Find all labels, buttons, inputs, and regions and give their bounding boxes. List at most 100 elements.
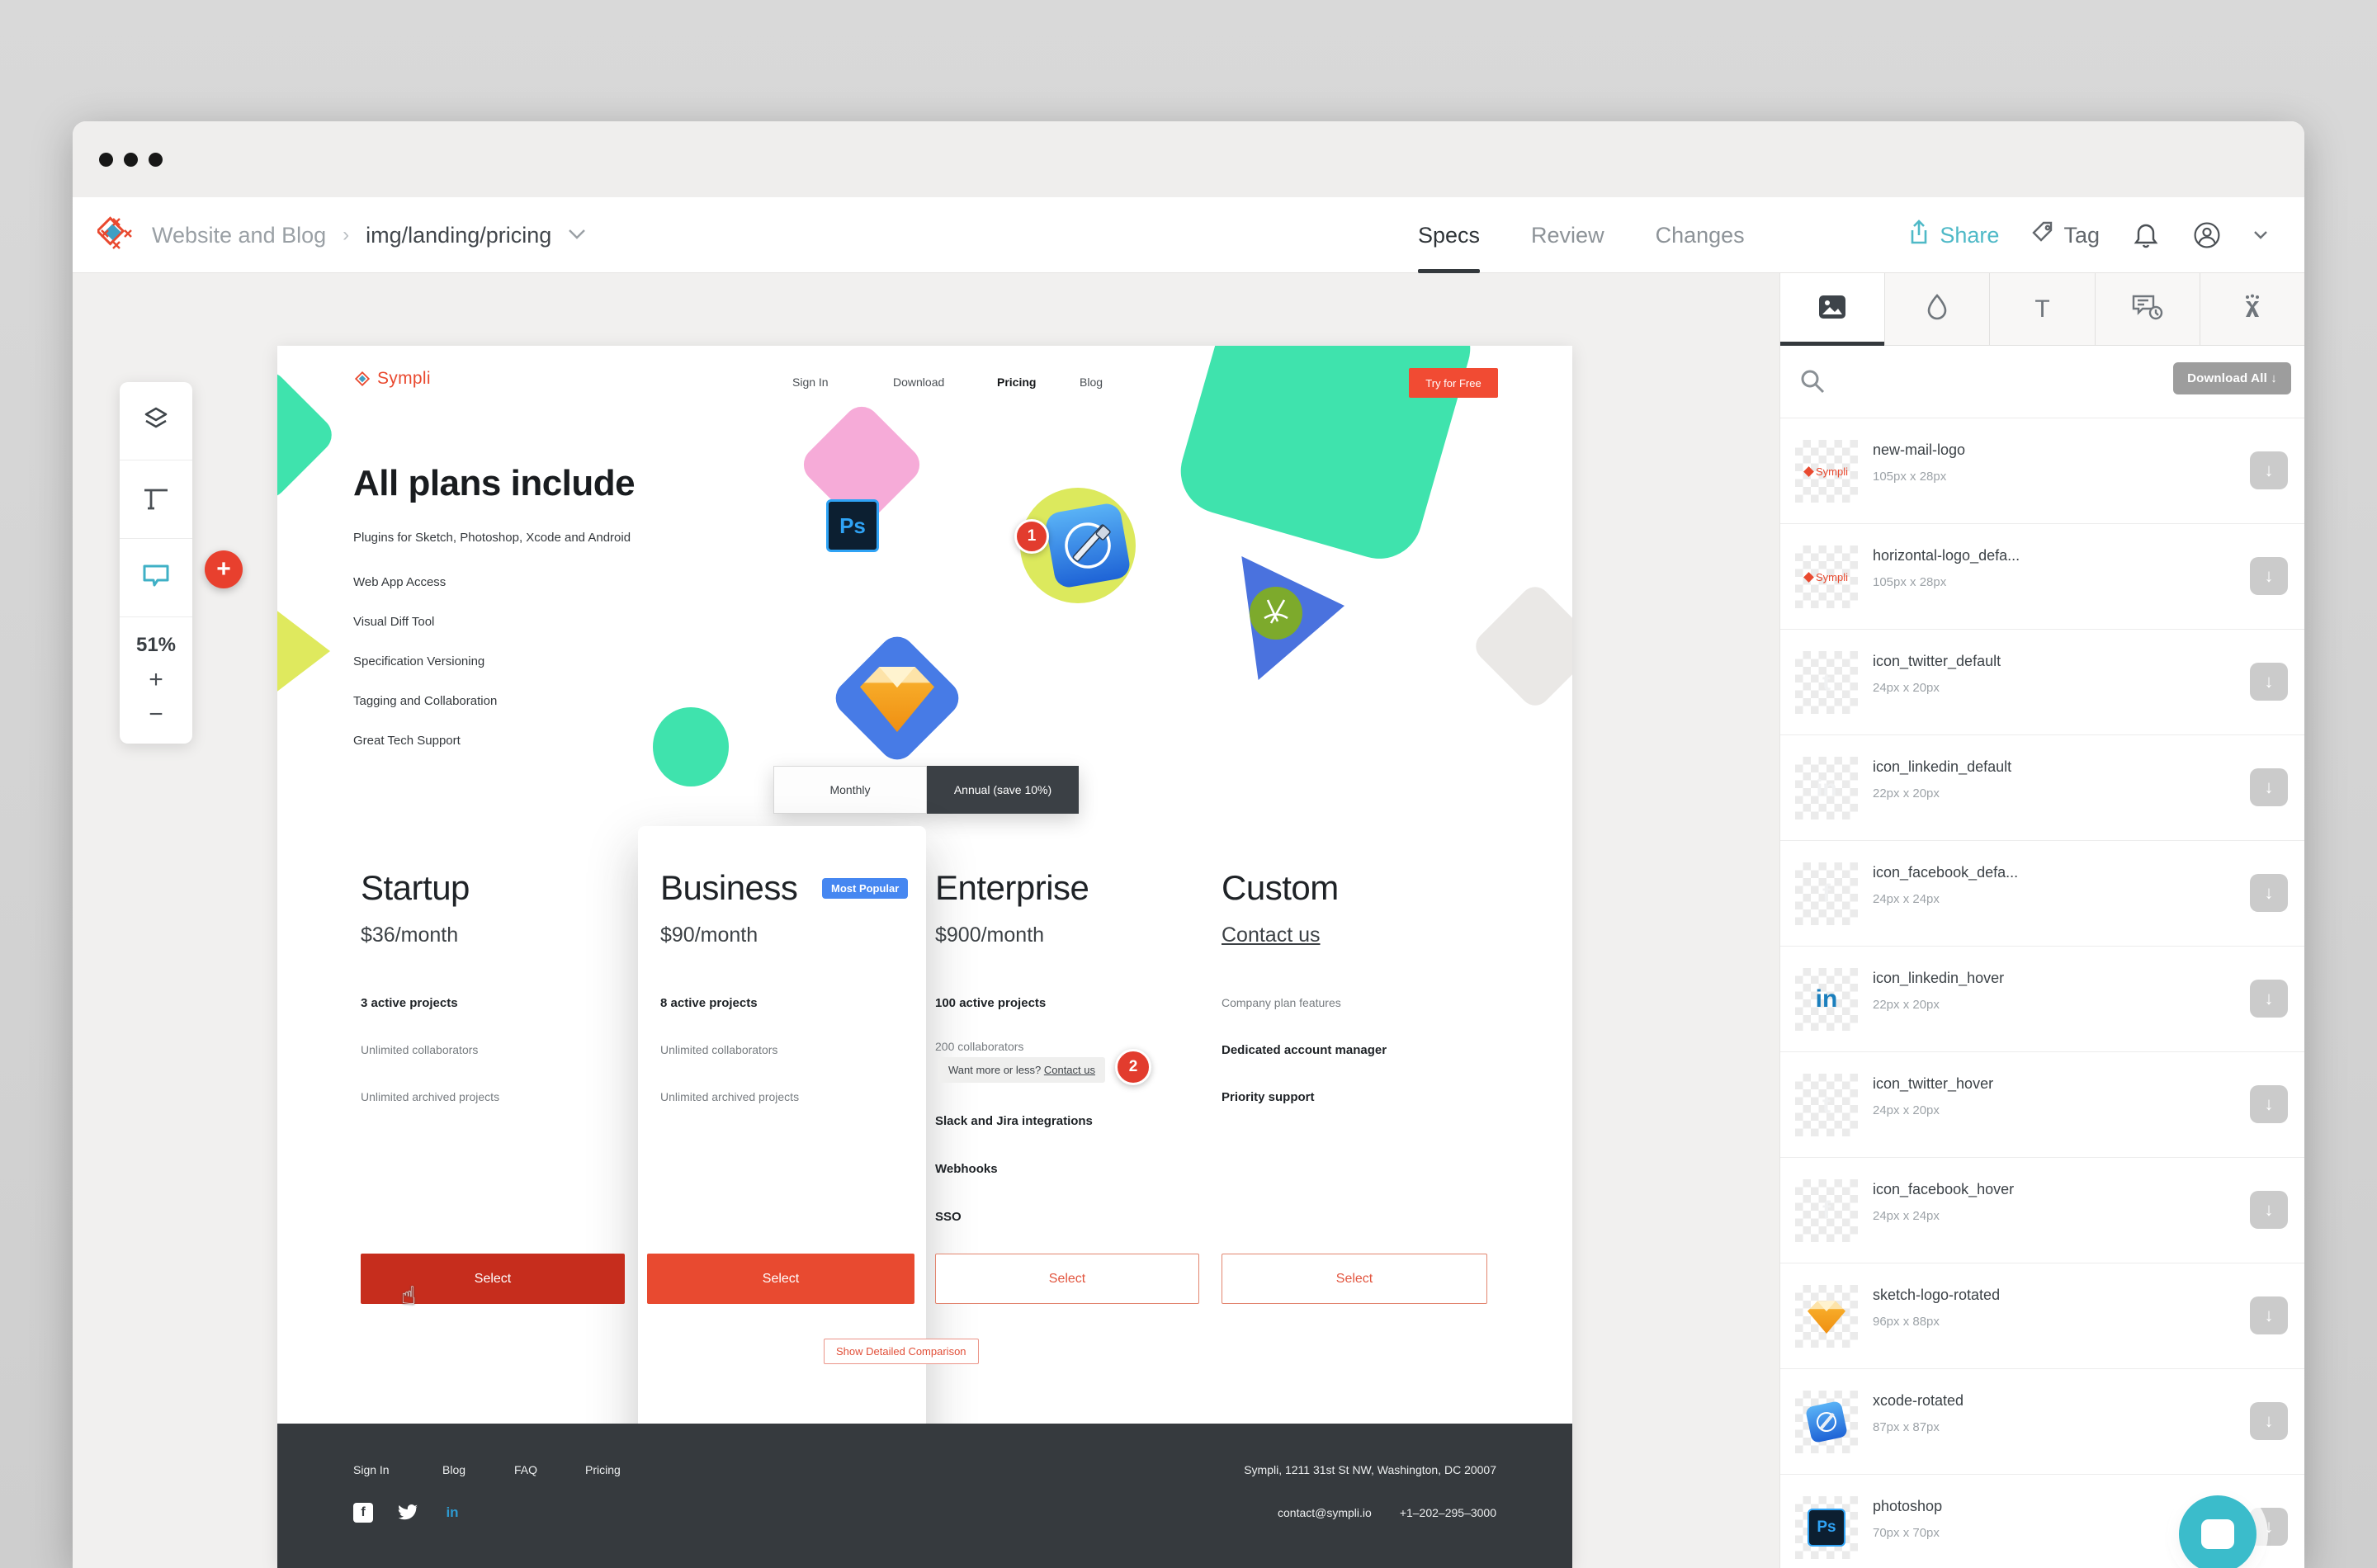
asset-row[interactable]: in icon_linkedin_default 22px x 20px ↓ xyxy=(1780,735,2304,841)
footer-email[interactable]: contact@sympli.io xyxy=(1278,1506,1372,1519)
select-button-business[interactable]: Select xyxy=(647,1254,914,1304)
asset-download-button[interactable]: ↓ xyxy=(2250,768,2288,806)
zoom-level: 51% xyxy=(135,634,177,657)
asset-download-button[interactable]: ↓ xyxy=(2250,1085,2288,1123)
asset-download-button[interactable]: ↓ xyxy=(2250,1191,2288,1229)
download-all-button[interactable]: Download All ↓ xyxy=(2173,362,2291,394)
layers-tool-button[interactable] xyxy=(120,382,192,460)
view-tabs: Specs Review Changes xyxy=(1418,197,1745,273)
tab-jira[interactable] xyxy=(2200,273,2304,345)
hero-feature: Visual Diff Tool xyxy=(353,615,435,629)
photoshop-logo: Ps xyxy=(826,499,879,552)
add-comment-pin[interactable]: + xyxy=(205,550,243,588)
asset-download-button[interactable]: ↓ xyxy=(2250,663,2288,701)
asset-download-button[interactable]: ↓ xyxy=(2250,1508,2288,1546)
select-button-startup[interactable]: Select xyxy=(361,1254,625,1304)
tab-changes[interactable]: Changes xyxy=(1655,222,1745,248)
design-nav-download[interactable]: Download xyxy=(893,375,945,389)
asset-row[interactable]: sketch-logo-rotated 96px x 88px ↓ xyxy=(1780,1263,2304,1369)
window-dot[interactable] xyxy=(99,153,113,167)
asset-thumbnail xyxy=(1795,1391,1858,1453)
design-nav-pricing[interactable]: Pricing xyxy=(997,375,1037,389)
decor-mint-corner xyxy=(277,365,339,505)
contact-us-link[interactable]: Contact us xyxy=(1043,1064,1095,1076)
linkedin-blue-icon: in xyxy=(1815,985,1838,1013)
tab-history[interactable] xyxy=(2096,273,2200,345)
sympli-app-logo-icon[interactable] xyxy=(95,215,135,257)
hero-feature: Great Tech Support xyxy=(353,734,461,748)
window-controls[interactable] xyxy=(99,153,163,167)
tab-colors[interactable] xyxy=(1885,273,1991,345)
breadcrumb-project[interactable]: Website and Blog xyxy=(152,222,327,248)
linkedin-icon[interactable]: in xyxy=(446,1504,459,1520)
tag-button[interactable]: Tag xyxy=(2030,220,2100,251)
asset-row[interactable]: Sympli horizontal-logo_defa... 105px x 2… xyxy=(1780,524,2304,630)
search-icon[interactable] xyxy=(1798,367,1826,399)
header-actions: Share Tag xyxy=(1907,197,2268,273)
comment-badge-enterprise[interactable]: 2 xyxy=(1115,1049,1151,1085)
photoshop-mini-icon: Ps xyxy=(1808,1509,1845,1547)
assets-image-icon xyxy=(1818,295,1846,324)
asset-thumbnail: in xyxy=(1795,757,1858,819)
account-chevron-down-icon[interactable] xyxy=(2253,226,2268,245)
zoom-in-button[interactable]: + xyxy=(149,665,163,693)
tab-assets[interactable] xyxy=(1780,273,1886,346)
support-chat-button[interactable] xyxy=(2179,1495,2256,1568)
canvas-toolbar: 51% + − xyxy=(120,382,192,744)
breadcrumb-screen[interactable]: img/landing/pricing xyxy=(366,222,552,248)
footer-link-blog[interactable]: Blog xyxy=(442,1463,466,1476)
asset-thumbnail: t xyxy=(1795,651,1858,714)
plan-price-enterprise: $900/month xyxy=(935,923,1045,947)
facebook-icon[interactable]: f xyxy=(353,1503,373,1523)
tab-review[interactable]: Review xyxy=(1531,222,1604,248)
plan-contact-link[interactable]: Contact us xyxy=(1222,923,1321,947)
select-button-custom[interactable]: Select xyxy=(1222,1254,1487,1304)
asset-row[interactable]: f icon_facebook_hover 24px x 24px ↓ xyxy=(1780,1158,2304,1263)
share-button[interactable]: Share xyxy=(1907,219,1999,252)
design-canvas[interactable]: Ps 1 Sympli Sign In Download Pricing Blo… xyxy=(277,346,1572,1568)
xcode-mini-icon xyxy=(1804,1400,1849,1444)
footer-link-pricing[interactable]: Pricing xyxy=(585,1463,621,1476)
comment-badge-hero[interactable]: 1 xyxy=(1014,519,1049,554)
assets-list[interactable]: Sympli new-mail-logo 105px x 28px ↓ Symp… xyxy=(1780,418,2304,1568)
asset-row[interactable]: in icon_linkedin_hover 22px x 20px ↓ xyxy=(1780,947,2304,1052)
asset-download-button[interactable]: ↓ xyxy=(2250,980,2288,1018)
sympli-mini-logo: Sympli xyxy=(1803,465,1848,478)
window-dot[interactable] xyxy=(149,153,163,167)
design-nav-blog[interactable]: Blog xyxy=(1080,375,1103,389)
asset-row[interactable]: t icon_twitter_default 24px x 20px ↓ xyxy=(1780,630,2304,735)
comment-tool-button[interactable] xyxy=(120,539,192,617)
measure-tool-button[interactable] xyxy=(120,460,192,539)
footer-link-signin[interactable]: Sign In xyxy=(353,1463,390,1476)
tab-typography[interactable]: T xyxy=(1990,273,2096,345)
footer-link-faq[interactable]: FAQ xyxy=(514,1463,538,1476)
asset-row[interactable]: t icon_twitter_hover 24px x 20px ↓ xyxy=(1780,1052,2304,1158)
asset-row[interactable]: f icon_facebook_defa... 24px x 24px ↓ xyxy=(1780,841,2304,947)
billing-annual-button[interactable]: Annual (save 10%) xyxy=(927,766,1079,814)
zoom-out-button[interactable]: − xyxy=(149,700,163,728)
twitter-icon[interactable] xyxy=(398,1503,418,1523)
asset-row[interactable]: Sympli new-mail-logo 105px x 28px ↓ xyxy=(1780,418,2304,524)
plan-title-startup: Startup xyxy=(361,868,470,907)
asset-download-button[interactable]: ↓ xyxy=(2250,874,2288,912)
asset-download-button[interactable]: ↓ xyxy=(2250,1296,2288,1334)
asset-thumbnail: Ps xyxy=(1795,1496,1858,1559)
try-for-free-button[interactable]: Try for Free xyxy=(1409,368,1498,398)
ruler-icon xyxy=(140,482,172,517)
chevron-down-icon[interactable] xyxy=(568,226,586,245)
asset-thumbnail: f xyxy=(1795,1179,1858,1242)
plan-feature: 100 active projects xyxy=(935,996,1047,1010)
asset-download-button[interactable]: ↓ xyxy=(2250,557,2288,595)
billing-monthly-button[interactable]: Monthly xyxy=(773,766,927,814)
tab-specs[interactable]: Specs xyxy=(1418,197,1481,273)
account-avatar-icon[interactable] xyxy=(2192,220,2222,250)
asset-download-button[interactable]: ↓ xyxy=(2250,451,2288,489)
asset-row[interactable]: xcode-rotated 87px x 87px ↓ xyxy=(1780,1369,2304,1475)
show-detailed-comparison-button[interactable]: Show Detailed Comparison xyxy=(824,1339,979,1364)
asset-download-button[interactable]: ↓ xyxy=(2250,1402,2288,1440)
notifications-bell-icon[interactable] xyxy=(2131,220,2161,250)
sympli-mini-logo: Sympli xyxy=(1803,571,1848,583)
design-nav-signin[interactable]: Sign In xyxy=(792,375,829,389)
select-button-enterprise[interactable]: Select xyxy=(935,1254,1199,1304)
window-dot[interactable] xyxy=(124,153,138,167)
